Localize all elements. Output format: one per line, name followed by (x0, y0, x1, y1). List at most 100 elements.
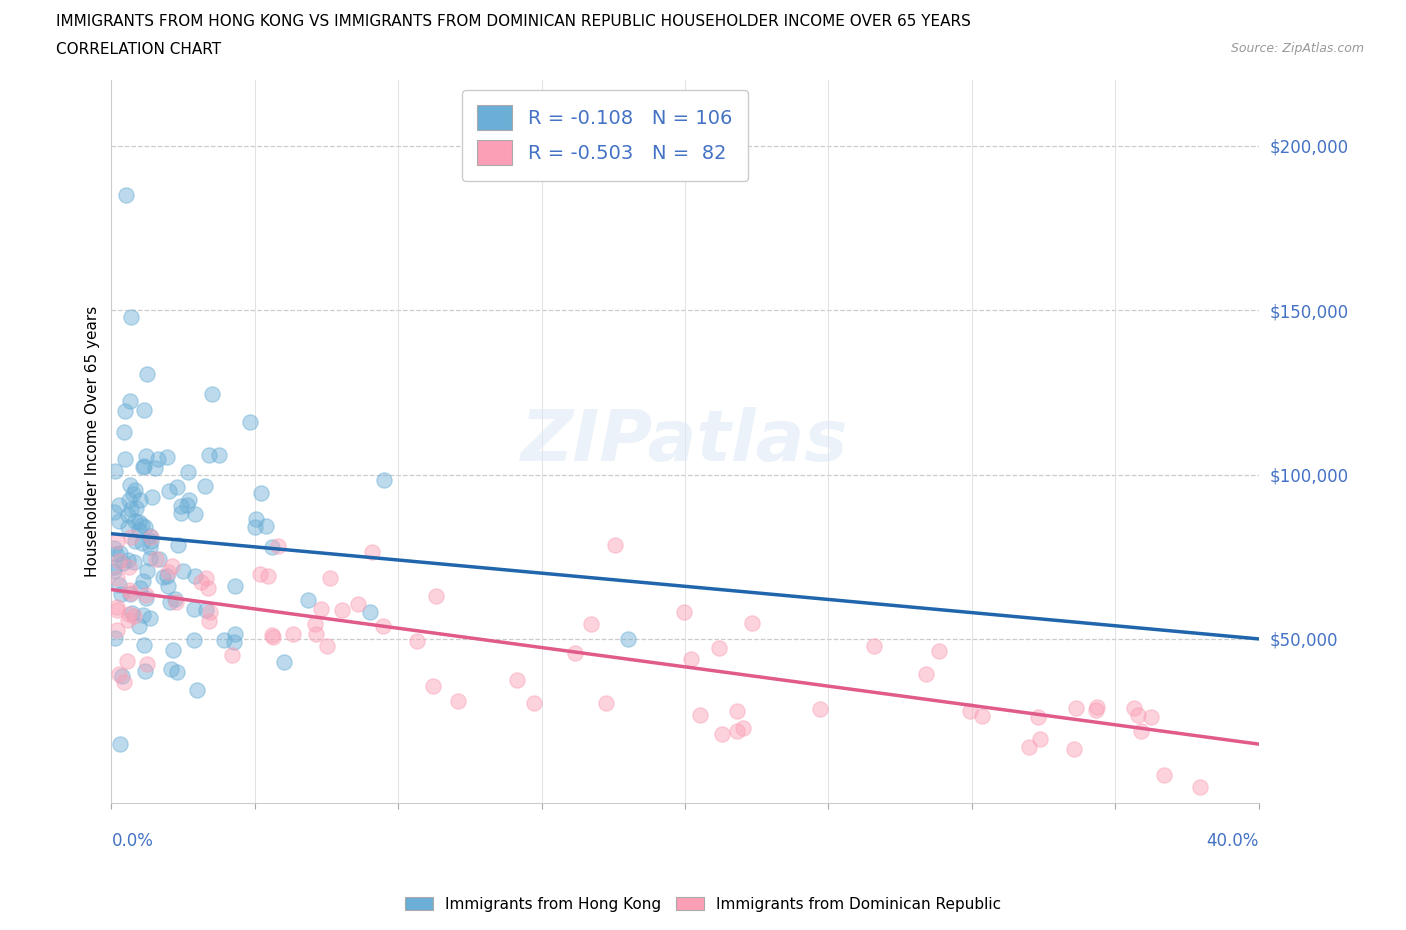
Point (128, 580, 150, 595)
Point (1026, 709, 1049, 724)
Point (1153, 767, 1175, 782)
Point (304, 617, 326, 631)
Point (103, 564, 125, 578)
Text: CORRELATION CHART: CORRELATION CHART (56, 42, 221, 57)
Point (108, 667, 131, 682)
Point (120, 585, 142, 600)
Point (170, 498, 193, 513)
Point (257, 568, 280, 583)
Point (104, 464, 127, 479)
Point (311, 602, 333, 617)
Point (166, 665, 188, 680)
Point (260, 628, 283, 643)
Point (186, 683, 208, 698)
Point (221, 647, 243, 662)
Point (103, 560, 125, 575)
Point (579, 617, 602, 631)
Point (156, 449, 179, 464)
Point (162, 643, 184, 658)
Point (128, 618, 150, 633)
Point (120, 478, 142, 493)
Point (360, 545, 382, 560)
Point (112, 424, 135, 439)
Point (138, 611, 160, 626)
Point (118, 582, 141, 597)
Point (105, 571, 128, 586)
Point (135, 591, 157, 605)
Point (208, 448, 231, 463)
Point (157, 565, 180, 579)
Point (1018, 739, 1040, 754)
Point (224, 578, 246, 593)
Point (212, 632, 235, 647)
Point (165, 591, 187, 606)
Point (1129, 724, 1152, 738)
Point (741, 616, 763, 631)
Point (808, 702, 831, 717)
Point (156, 569, 179, 584)
Point (1126, 708, 1149, 723)
Point (120, 393, 142, 408)
Point (222, 634, 245, 649)
Point (122, 486, 145, 501)
Point (170, 506, 193, 521)
Point (262, 630, 284, 644)
Point (135, 449, 157, 464)
Point (673, 604, 696, 619)
Point (1140, 710, 1163, 724)
Point (1085, 699, 1108, 714)
Point (616, 632, 638, 647)
Point (197, 614, 219, 629)
Point (131, 574, 153, 589)
Point (201, 386, 224, 401)
Point (305, 626, 328, 641)
Point (139, 551, 162, 565)
Text: ZIPatlas: ZIPatlas (522, 407, 849, 476)
Point (138, 528, 160, 543)
Text: 40.0%: 40.0% (1206, 832, 1258, 850)
Point (146, 452, 169, 467)
Point (112, 674, 135, 689)
Point (108, 737, 131, 751)
Point (141, 534, 163, 549)
Text: IMMIGRANTS FROM HONG KONG VS IMMIGRANTS FROM DOMINICAN REPUBLIC HOUSEHOLDER INCO: IMMIGRANTS FROM HONG KONG VS IMMIGRANTS … (56, 14, 972, 29)
Point (105, 622, 128, 637)
Point (105, 603, 128, 618)
Point (281, 627, 304, 642)
Point (139, 530, 162, 545)
Point (131, 536, 153, 551)
Point (117, 507, 139, 522)
Point (863, 639, 886, 654)
Point (595, 696, 617, 711)
Point (122, 554, 145, 569)
Point (132, 607, 155, 622)
Point (135, 588, 157, 603)
Point (108, 578, 131, 592)
Point (689, 707, 711, 722)
Point (707, 641, 730, 656)
Point (132, 403, 155, 418)
Point (166, 479, 188, 494)
Point (1029, 731, 1052, 746)
Point (406, 633, 429, 648)
Point (260, 540, 283, 555)
Point (107, 498, 129, 512)
Point (134, 520, 156, 535)
Point (190, 575, 212, 590)
Point (117, 560, 139, 575)
Point (972, 709, 994, 724)
Point (114, 451, 136, 466)
Point (129, 493, 152, 508)
Point (141, 489, 163, 504)
Point (1063, 742, 1085, 757)
Point (195, 603, 218, 618)
Point (118, 493, 141, 508)
Point (132, 637, 155, 652)
Point (122, 608, 145, 623)
Point (194, 571, 217, 586)
Point (107, 513, 129, 528)
Point (121, 605, 143, 620)
Point (117, 552, 139, 567)
Point (157, 484, 180, 498)
Point (117, 519, 139, 534)
